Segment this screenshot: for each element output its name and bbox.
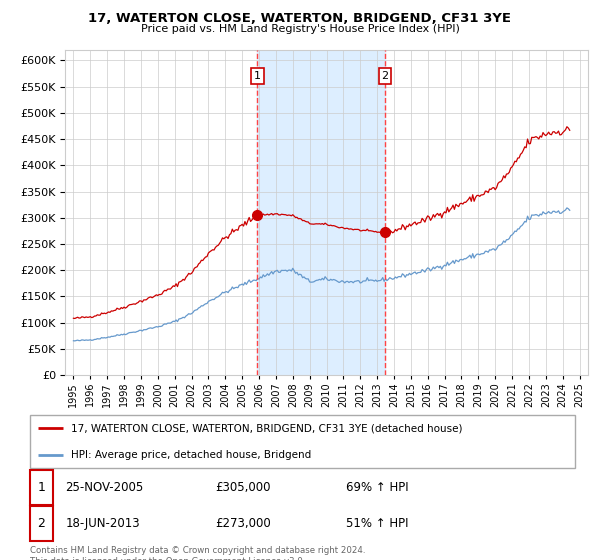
Text: £305,000: £305,000 (215, 481, 271, 494)
Text: Price paid vs. HM Land Registry's House Price Index (HPI): Price paid vs. HM Land Registry's House … (140, 24, 460, 34)
Text: 17, WATERTON CLOSE, WATERTON, BRIDGEND, CF31 3YE: 17, WATERTON CLOSE, WATERTON, BRIDGEND, … (89, 12, 511, 25)
Text: £273,000: £273,000 (215, 517, 271, 530)
FancyBboxPatch shape (30, 470, 53, 505)
Text: 17, WATERTON CLOSE, WATERTON, BRIDGEND, CF31 3YE (detached house): 17, WATERTON CLOSE, WATERTON, BRIDGEND, … (71, 423, 463, 433)
FancyBboxPatch shape (30, 415, 575, 468)
Text: 1: 1 (254, 71, 261, 81)
Text: This data is licensed under the Open Government Licence v3.0.: This data is licensed under the Open Gov… (30, 557, 305, 560)
Text: 69% ↑ HPI: 69% ↑ HPI (346, 481, 409, 494)
Text: 25-NOV-2005: 25-NOV-2005 (65, 481, 143, 494)
Bar (257, 50, 385, 375)
Text: Contains HM Land Registry data © Crown copyright and database right 2024.: Contains HM Land Registry data © Crown c… (30, 546, 365, 555)
FancyBboxPatch shape (30, 506, 53, 542)
Text: HPI: Average price, detached house, Bridgend: HPI: Average price, detached house, Brid… (71, 450, 311, 460)
Text: 2: 2 (382, 71, 388, 81)
Text: 2: 2 (38, 517, 46, 530)
Text: 51% ↑ HPI: 51% ↑ HPI (346, 517, 409, 530)
Text: 1: 1 (38, 481, 46, 494)
Text: 18-JUN-2013: 18-JUN-2013 (65, 517, 140, 530)
